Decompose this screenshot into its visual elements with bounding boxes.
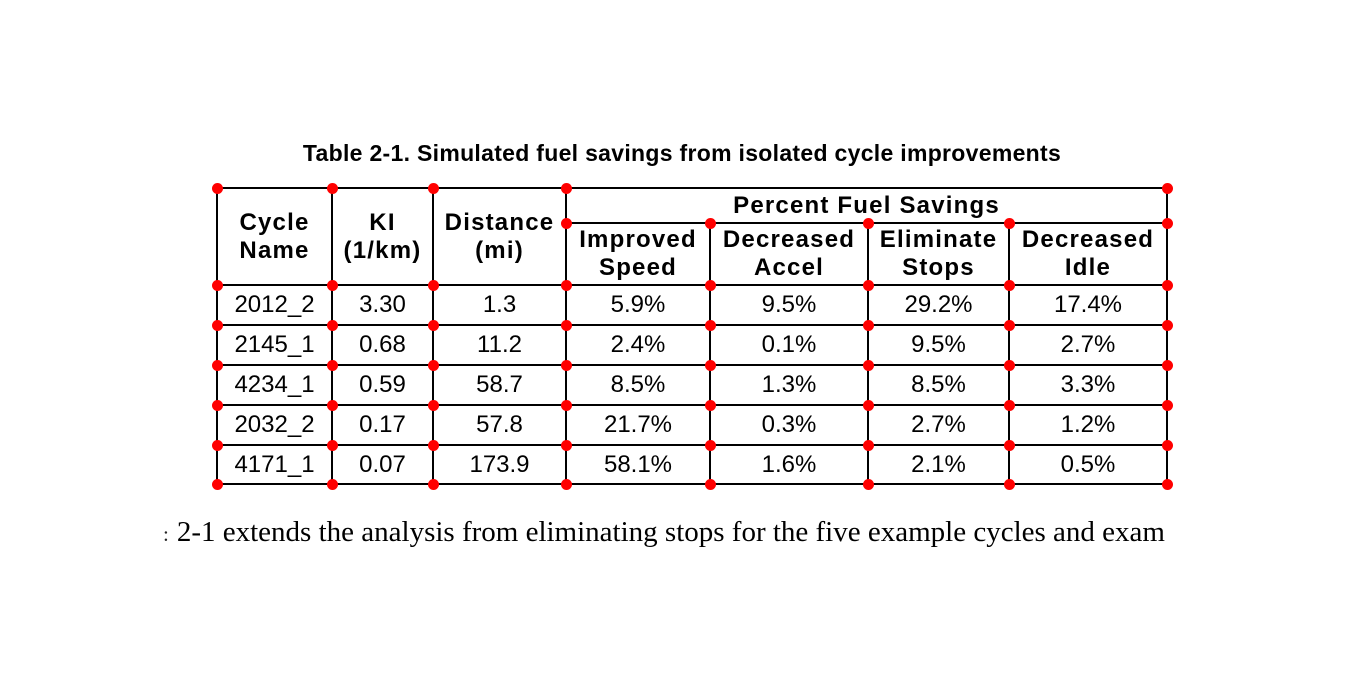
table-cell: 58.1% — [565, 444, 711, 485]
table-cell: 3.3% — [1007, 364, 1169, 406]
table-cell: 2032_2 — [216, 404, 333, 446]
table-cell: 29.2% — [867, 284, 1010, 326]
table-cell: 57.8 — [432, 404, 567, 446]
table-cell: 0.5% — [1007, 444, 1169, 485]
body-paragraph: :2-1 extends the analysis from eliminati… — [163, 514, 1165, 552]
fuel-savings-table: Cycle Name KI (1/km) Distance (mi) Perce… — [216, 187, 1169, 485]
table-cell: 2.1% — [867, 444, 1010, 485]
header-cell-improved-speed: Improved Speed — [565, 222, 711, 286]
table-cell: 9.5% — [867, 324, 1010, 366]
table-cell: 9.5% — [709, 284, 869, 326]
table-cell: 8.5% — [867, 364, 1010, 406]
header-row-group: Cycle Name KI (1/km) Distance (mi) Perce… — [216, 187, 1169, 286]
table-cell: 0.68 — [331, 324, 434, 366]
clipped-character: : — [163, 522, 169, 546]
table-cell: 2145_1 — [216, 324, 333, 366]
table-cell: 11.2 — [432, 324, 567, 366]
header-row-sub: Improved Speed Decreased Accel Eliminate… — [217, 222, 1169, 286]
table-cell: 173.9 — [432, 444, 567, 485]
table-cell: 21.7% — [565, 404, 711, 446]
table-title: Table 2-1. Simulated fuel savings from i… — [302, 140, 1062, 166]
header-cell-eliminate-stops: Eliminate Stops — [867, 222, 1010, 286]
table-cell: 2.7% — [867, 404, 1010, 446]
table-cell: 0.59 — [331, 364, 434, 406]
table-cell: 17.4% — [1007, 284, 1169, 326]
table-cell: 8.5% — [565, 364, 711, 406]
table-cell: 1.6% — [709, 444, 869, 485]
table-row: 2012_2 3.30 1.3 5.9% 9.5% 29.2% 17.4% — [216, 284, 1169, 326]
table-cell: 2.7% — [1007, 324, 1169, 366]
table-row: 2145_1 0.68 11.2 2.4% 0.1% 9.5% 2.7% — [216, 324, 1169, 366]
header-cell-percent-fuel-savings: Percent Fuel Savings — [564, 187, 1169, 224]
header-cell-cycle-name: Cycle Name — [216, 187, 333, 286]
table-cell: 2012_2 — [216, 284, 333, 326]
table-cell: 1.3 — [432, 284, 567, 326]
header-cell-decreased-accel: Decreased Accel — [709, 222, 869, 286]
header-cell-ki: KI (1/km) — [331, 187, 434, 286]
header-cell-distance: Distance (mi) — [432, 187, 567, 286]
table-cell: 4171_1 — [216, 444, 333, 485]
table-cell: 1.2% — [1007, 404, 1169, 446]
table-cell: 0.17 — [331, 404, 434, 446]
table-cell: 5.9% — [565, 284, 711, 326]
table-row: 4234_1 0.59 58.7 8.5% 1.3% 8.5% 3.3% — [216, 364, 1169, 406]
table-body: 2012_2 3.30 1.3 5.9% 9.5% 29.2% 17.4% 2145_1 0.6… — [216, 284, 1169, 485]
table-row: 4171_1 0.07 173.9 58.1% 1.6% 2.1% 0.5% — [216, 444, 1169, 485]
table-header: Cycle Name KI (1/km) Distance (mi) Perce… — [216, 187, 1169, 286]
header-cell-decreased-idle: Decreased Idle — [1007, 222, 1169, 286]
table-cell: 2.4% — [565, 324, 711, 366]
table-cell: 3.30 — [331, 284, 434, 326]
table-cell: 0.1% — [709, 324, 869, 366]
table-cell: 1.3% — [709, 364, 869, 406]
table-cell: 4234_1 — [216, 364, 333, 406]
body-text: 2-1 extends the analysis from eliminatin… — [176, 516, 1165, 548]
table-cell: 0.07 — [331, 444, 434, 485]
table-cell: 0.3% — [709, 404, 869, 446]
table-row: 2032_2 0.17 57.8 21.7% 0.3% 2.7% 1.2% — [216, 404, 1169, 446]
table-cell: 58.7 — [432, 364, 567, 406]
